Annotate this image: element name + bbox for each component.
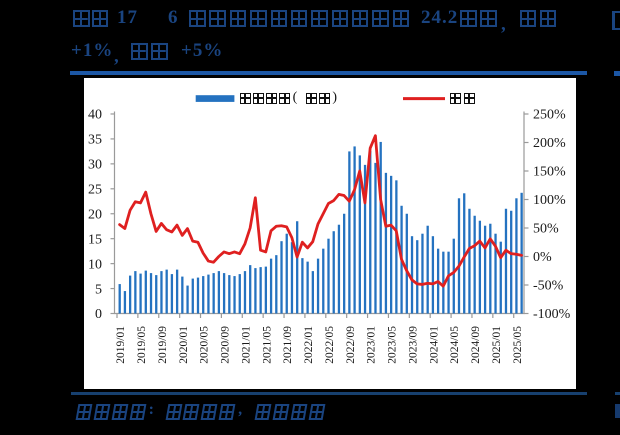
- svg-text:2024/05: 2024/05: [449, 326, 461, 364]
- svg-text:2019/09: 2019/09: [157, 326, 169, 364]
- svg-text:2023/01: 2023/01: [366, 326, 378, 364]
- svg-text:2025/01: 2025/01: [491, 326, 503, 364]
- svg-text:2021/09: 2021/09: [282, 326, 294, 364]
- svg-text:50%: 50%: [533, 222, 559, 237]
- svg-text:2022/01: 2022/01: [303, 326, 315, 364]
- svg-text:2019/01: 2019/01: [115, 326, 127, 364]
- svg-text:10: 10: [88, 257, 102, 272]
- svg-text:100%: 100%: [533, 193, 566, 208]
- svg-text:250%: 250%: [533, 108, 566, 123]
- svg-text:2021/01: 2021/01: [240, 326, 252, 364]
- svg-text:-50%: -50%: [533, 279, 564, 294]
- svg-text:30: 30: [88, 158, 102, 173]
- svg-text:0%: 0%: [533, 250, 552, 265]
- svg-text:2019/05: 2019/05: [136, 326, 148, 364]
- svg-text:5: 5: [95, 282, 102, 297]
- svg-text:200%: 200%: [533, 136, 566, 151]
- svg-text:-100%: -100%: [533, 307, 571, 322]
- svg-text:2024/09: 2024/09: [470, 326, 482, 364]
- svg-text:2020/09: 2020/09: [220, 326, 232, 364]
- svg-text:20: 20: [88, 207, 102, 222]
- svg-text:2023/05: 2023/05: [387, 326, 399, 364]
- svg-text:2025/05: 2025/05: [512, 326, 524, 364]
- svg-text:40: 40: [88, 108, 102, 123]
- svg-text:0: 0: [95, 307, 102, 322]
- svg-text:2022/09: 2022/09: [345, 326, 357, 364]
- svg-text:2021/05: 2021/05: [261, 326, 273, 364]
- svg-text:2022/05: 2022/05: [324, 326, 336, 364]
- svg-text:2020/01: 2020/01: [178, 326, 190, 364]
- svg-text:35: 35: [88, 133, 102, 148]
- svg-text:150%: 150%: [533, 165, 566, 180]
- svg-text:2020/05: 2020/05: [199, 326, 211, 364]
- svg-text:25: 25: [88, 183, 102, 198]
- svg-text:2024/01: 2024/01: [428, 326, 440, 364]
- svg-text:2023/09: 2023/09: [407, 326, 419, 364]
- svg-text:15: 15: [88, 232, 102, 247]
